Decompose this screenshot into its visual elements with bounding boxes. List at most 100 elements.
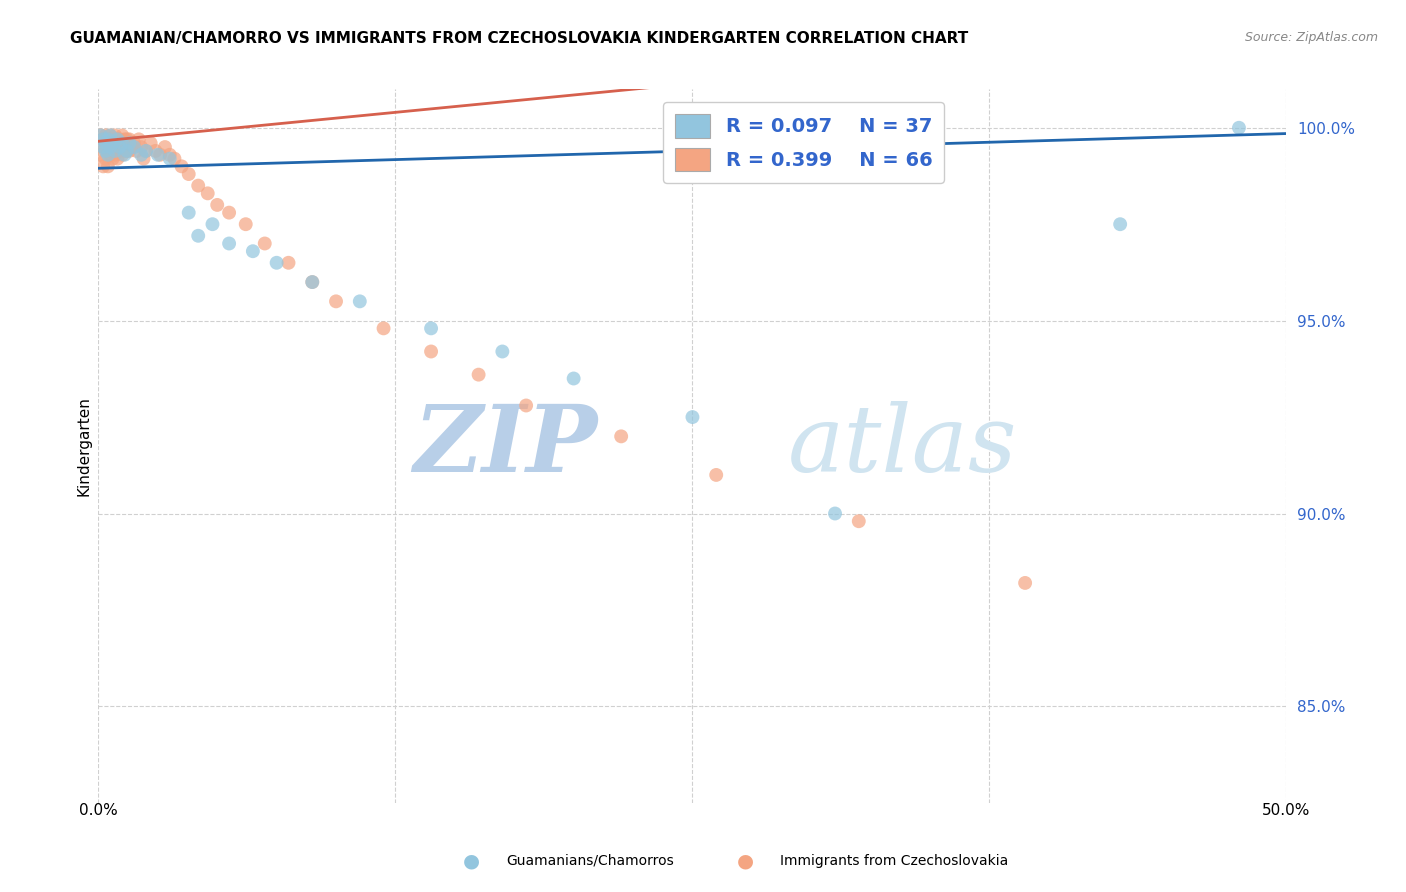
- Point: [177, 205, 200, 219]
- Point: [97, 144, 120, 158]
- Y-axis label: Kindergarten: Kindergarten: [76, 396, 91, 496]
- Point: [301, 275, 323, 289]
- Point: [149, 148, 172, 162]
- Point: [467, 368, 489, 382]
- Point: [94, 152, 117, 166]
- Point: [325, 294, 347, 309]
- Point: [146, 148, 169, 162]
- Point: [98, 140, 121, 154]
- Point: [91, 132, 114, 146]
- Point: [177, 167, 200, 181]
- Point: [301, 275, 323, 289]
- Point: [104, 148, 127, 162]
- Text: Guamanians/Chamorros: Guamanians/Chamorros: [506, 854, 673, 868]
- Point: [94, 144, 117, 158]
- Point: [111, 128, 134, 143]
- Point: [187, 178, 209, 193]
- Text: Immigrants from Czechoslovakia: Immigrants from Czechoslovakia: [780, 854, 1008, 868]
- Point: [98, 148, 121, 162]
- Point: [121, 140, 143, 154]
- Point: [107, 132, 129, 146]
- Point: [90, 148, 112, 162]
- Point: [824, 507, 846, 521]
- Point: [1227, 120, 1250, 135]
- Point: [153, 140, 176, 154]
- Point: [201, 217, 224, 231]
- Point: [90, 128, 112, 143]
- Point: [107, 132, 129, 146]
- Point: [187, 228, 209, 243]
- Point: [145, 144, 167, 158]
- Point: [115, 132, 138, 146]
- Text: GUAMANIAN/CHAMORRO VS IMMIGRANTS FROM CZECHOSLOVAKIA KINDERGARTEN CORRELATION CH: GUAMANIAN/CHAMORRO VS IMMIGRANTS FROM CZ…: [70, 31, 969, 46]
- Point: [135, 144, 157, 158]
- Text: 50.0%: 50.0%: [1263, 803, 1310, 818]
- Point: [114, 132, 136, 146]
- Point: [104, 128, 127, 143]
- Legend: R = 0.097    N = 37, R = 0.399    N = 66: R = 0.097 N = 37, R = 0.399 N = 66: [664, 103, 943, 183]
- Point: [122, 140, 145, 154]
- Point: [420, 344, 443, 359]
- Point: [97, 132, 120, 146]
- Point: [104, 136, 127, 151]
- Point: [114, 144, 136, 158]
- Point: [129, 140, 152, 154]
- Point: [108, 144, 131, 158]
- Point: [115, 144, 138, 158]
- Point: [373, 321, 395, 335]
- Point: [91, 159, 114, 173]
- Point: [91, 140, 114, 154]
- Point: [101, 136, 124, 151]
- Point: [682, 410, 704, 425]
- Text: Source: ZipAtlas.com: Source: ZipAtlas.com: [1244, 31, 1378, 45]
- Point: [111, 148, 134, 162]
- Point: [125, 144, 148, 158]
- Point: [1014, 576, 1036, 591]
- Point: [197, 186, 219, 201]
- Point: [118, 144, 141, 158]
- Point: [129, 148, 152, 162]
- Point: [163, 152, 186, 166]
- Point: [1109, 217, 1132, 231]
- Point: [91, 140, 114, 154]
- Point: [277, 256, 299, 270]
- Point: [128, 132, 150, 146]
- Point: [108, 132, 131, 146]
- Point: [94, 136, 117, 151]
- Point: [610, 429, 633, 443]
- Point: [98, 128, 121, 143]
- Point: [118, 132, 141, 146]
- Point: [218, 205, 240, 219]
- Point: [159, 148, 181, 162]
- Point: [118, 136, 141, 151]
- Point: [132, 152, 155, 166]
- Point: [97, 159, 120, 173]
- Point: [98, 128, 121, 143]
- Point: [111, 136, 134, 151]
- Point: [135, 144, 157, 158]
- Point: [704, 467, 727, 482]
- Point: [349, 294, 371, 309]
- Point: [253, 236, 276, 251]
- Point: [97, 148, 120, 162]
- Point: [235, 217, 257, 231]
- Point: [101, 140, 124, 154]
- Point: [104, 144, 127, 158]
- Point: [97, 132, 120, 146]
- Point: [562, 371, 585, 385]
- Point: [218, 236, 240, 251]
- Point: [98, 136, 121, 151]
- Point: [115, 144, 138, 158]
- Point: [848, 514, 870, 528]
- Point: [108, 140, 131, 154]
- Point: [101, 152, 124, 166]
- Point: [159, 152, 181, 166]
- Point: [94, 136, 117, 151]
- Text: ●: ●: [463, 851, 479, 871]
- Point: [491, 344, 513, 359]
- Point: [107, 152, 129, 166]
- Point: [242, 244, 264, 259]
- Point: [170, 159, 193, 173]
- Point: [515, 399, 537, 413]
- Text: ●: ●: [737, 851, 754, 871]
